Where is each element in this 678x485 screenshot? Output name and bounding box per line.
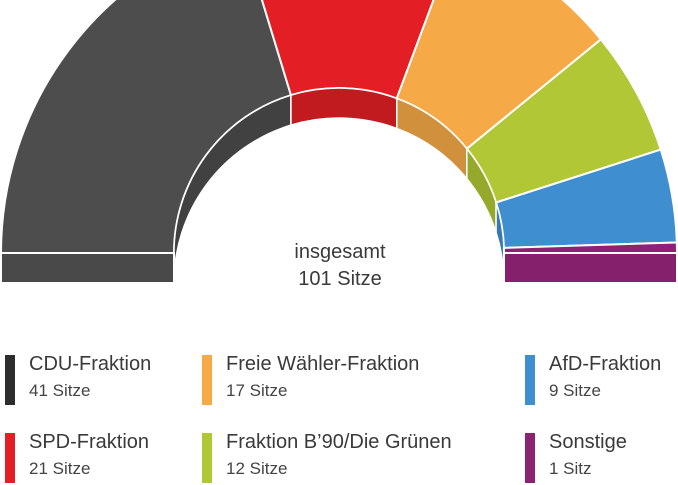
- seat-segment-inner-spd-fraktion: [291, 88, 397, 128]
- legend-seats-spd: 21 Sitze: [29, 459, 90, 479]
- legend-swatch-afd: [525, 355, 535, 405]
- legend-label-gruene: Fraktion B’90/Die Grünen: [226, 431, 452, 454]
- legend-label-afd: AfD-Fraktion: [549, 353, 661, 376]
- seat-base-right: [504, 253, 677, 283]
- legend-swatch-cdu: [5, 355, 15, 405]
- legend-label-sonstige: Sonstige: [549, 431, 627, 454]
- legend-seats-gruene: 12 Sitze: [226, 459, 287, 479]
- legend-label-spd: SPD-Fraktion: [29, 431, 149, 454]
- legend-seats-afd: 9 Sitze: [549, 381, 601, 401]
- legend-swatch-spd: [5, 433, 15, 483]
- legend-seats-sonstige: 1 Sitz: [549, 459, 592, 479]
- legend-swatch-freie-waehler: [202, 355, 212, 405]
- center-label-seats: 101 Sitze: [240, 268, 440, 291]
- legend-label-cdu: CDU-Fraktion: [29, 353, 151, 376]
- legend-swatch-gruene: [202, 433, 212, 483]
- legend-seats-cdu: 41 Sitze: [29, 381, 90, 401]
- seat-base-left: [1, 253, 174, 283]
- center-label-total: insgesamt: [240, 241, 440, 264]
- legend-label-freie-waehler: Freie Wähler-Fraktion: [226, 353, 419, 376]
- legend-swatch-sonstige: [525, 433, 535, 483]
- legend-seats-freie-waehler: 17 Sitze: [226, 381, 287, 401]
